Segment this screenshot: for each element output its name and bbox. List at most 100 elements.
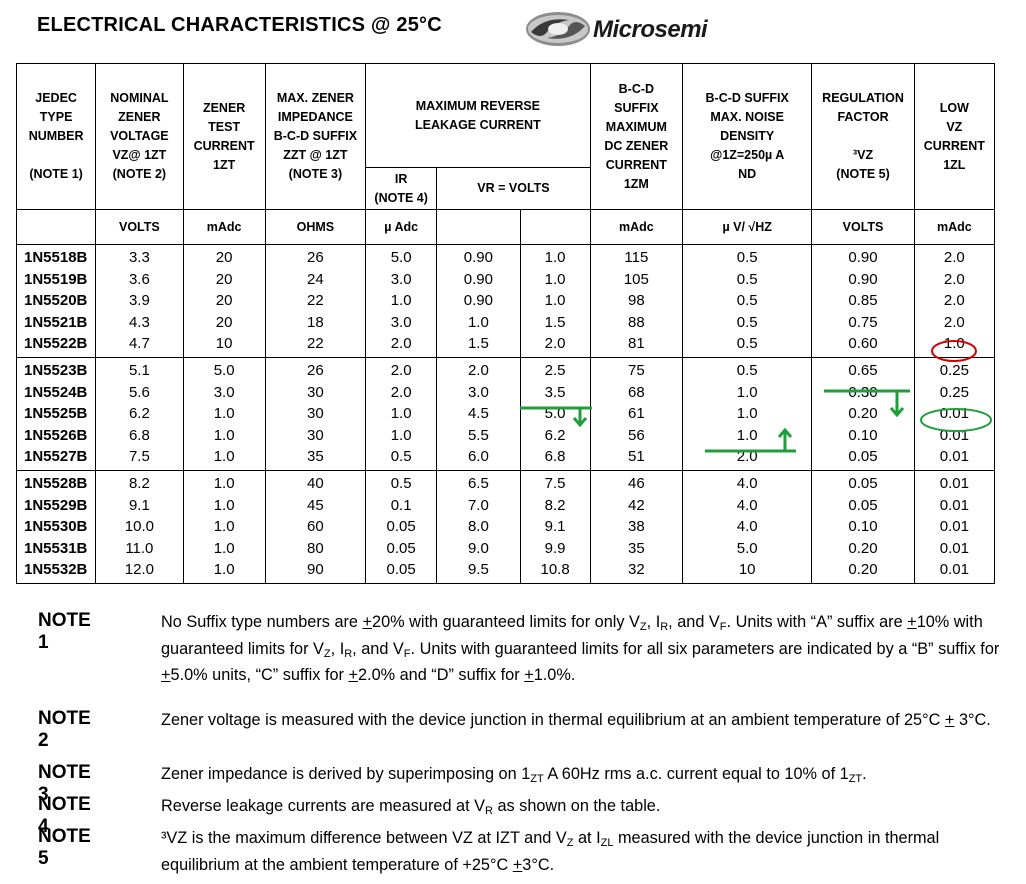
note-text: ³VZ is the maximum difference between VZ… bbox=[161, 829, 940, 874]
cell-value: 30 bbox=[307, 405, 324, 423]
cell-value: 3.6 bbox=[128, 270, 150, 288]
cell-value: 2.0 bbox=[736, 448, 758, 466]
cell-value: 3.0 bbox=[390, 270, 412, 288]
header-line: CURRENT bbox=[923, 138, 985, 153]
cell-value: 8.2 bbox=[128, 474, 150, 492]
cell-value: 5.0 bbox=[736, 539, 758, 557]
cell-value: 26 bbox=[307, 249, 324, 266]
header-jedec: JEDEC TYPE NUMBER (NOTE 1) bbox=[15, 63, 97, 210]
part-number: 1N5519B bbox=[24, 270, 88, 288]
cell-value: 80 bbox=[307, 539, 324, 557]
cell-value: 1.0 bbox=[943, 335, 965, 353]
cell-value: 9.5 bbox=[467, 561, 489, 579]
header-line: 1ZT bbox=[213, 157, 236, 172]
cell-value: 0.90 bbox=[848, 270, 878, 288]
cell-value: 1.0 bbox=[213, 448, 235, 466]
cell-value: 1.0 bbox=[213, 518, 235, 536]
value-cell: 5.1 5.6 6.2 6.8 7.5 bbox=[95, 356, 184, 471]
header-line: VOLTAGE bbox=[110, 129, 169, 143]
cell-value: 0.01 bbox=[939, 539, 969, 557]
header-line: DENSITY bbox=[720, 129, 775, 143]
value-cell: 0.5 0.5 0.5 0.5 0.5 bbox=[681, 244, 813, 358]
cell-value: 0.01 bbox=[939, 496, 969, 514]
cell-value: 20 bbox=[215, 292, 233, 310]
cell-value: 5.5 bbox=[467, 426, 489, 444]
cell-value: 10.8 bbox=[540, 561, 570, 579]
green-arrow-down-vr bbox=[520, 406, 592, 428]
cell-value: 5.0 bbox=[213, 361, 235, 379]
part-number: 1N5526B bbox=[24, 426, 88, 444]
header-line: NOMINAL bbox=[110, 91, 169, 105]
cell-value: 0.01 bbox=[939, 474, 969, 492]
header-line: (NOTE 3) bbox=[288, 167, 343, 181]
unit-cell: mAdc bbox=[589, 209, 683, 245]
value-cell: 115 105 98 88 81 bbox=[589, 244, 683, 358]
cell-value: 0.20 bbox=[848, 561, 878, 579]
cell-value: 1.0 bbox=[736, 426, 758, 444]
cell-value: 81 bbox=[628, 335, 645, 353]
cell-value: 6.8 bbox=[128, 426, 150, 444]
value-cell: 40 45 60 80 90 bbox=[264, 469, 367, 584]
green-circle-annotation bbox=[920, 408, 992, 432]
header-line: VZ@ 1ZT bbox=[112, 148, 167, 162]
note-label: NOTE 1 bbox=[38, 610, 91, 653]
value-cell: 2.0 2.0 1.0 1.0 0.5 bbox=[365, 356, 438, 471]
header-line: MAXIMUM REVERSE bbox=[415, 98, 541, 113]
cell-value: 2.0 bbox=[390, 361, 412, 379]
header-line: ³VZ bbox=[852, 148, 874, 162]
part-number: 1N5524B bbox=[24, 383, 88, 401]
cell-value: 0.01 bbox=[939, 448, 969, 466]
header-line: FACTOR bbox=[837, 110, 889, 124]
value-cell: 5.0 3.0 1.0 1.0 1.0 bbox=[182, 356, 266, 471]
cell-value: 2.5 bbox=[544, 361, 566, 379]
cell-value: 10.0 bbox=[124, 518, 154, 536]
cell-value: 2.0 bbox=[544, 335, 566, 353]
cell-value: 3.5 bbox=[544, 383, 566, 401]
cell-value: 60 bbox=[307, 518, 324, 536]
cell-value: 0.05 bbox=[386, 518, 416, 536]
header-line: CURRENT bbox=[605, 157, 667, 172]
value-cell: 0.5 0.1 0.05 0.05 0.05 bbox=[365, 469, 438, 584]
cell-value: 105 bbox=[623, 270, 649, 288]
cell-value: 7.0 bbox=[467, 496, 489, 514]
value-cell: 4.0 4.0 4.0 5.0 10 bbox=[681, 469, 813, 584]
part-number: 1N5531B bbox=[24, 539, 88, 557]
cell-value: 1.0 bbox=[213, 561, 235, 579]
table-row-group: 1N5518B 1N5519B 1N5520B 1N5521B 1N5522B 3.3 3.… bbox=[15, 244, 996, 358]
header-low-vz-current: LOW VZ CURRENT 1ZL bbox=[913, 63, 996, 210]
header-line: IR bbox=[394, 171, 408, 186]
cell-value: 20 bbox=[215, 270, 233, 288]
part-number: 1N5521B bbox=[24, 313, 88, 331]
cell-value: 1.0 bbox=[736, 405, 758, 423]
unit-cell bbox=[436, 209, 521, 245]
cell-value: 2.0 bbox=[943, 270, 965, 288]
cell-value: 38 bbox=[628, 518, 645, 536]
header-line: (NOTE 5) bbox=[836, 167, 890, 181]
cell-value: 30 bbox=[307, 383, 324, 401]
value-cell: 0.01 0.01 0.01 0.01 0.01 bbox=[913, 469, 996, 584]
cell-value: 11.0 bbox=[125, 539, 154, 557]
cell-value: 0.05 bbox=[848, 474, 878, 492]
microsemi-logo-icon bbox=[526, 12, 590, 46]
cell-value: 98 bbox=[628, 292, 645, 310]
header-line: IMPEDANCE bbox=[277, 110, 353, 124]
value-cell: 3.3 3.6 3.9 4.3 4.7 bbox=[95, 244, 184, 358]
value-cell: 0.05 0.05 0.10 0.20 0.20 bbox=[811, 469, 915, 584]
cell-value: 0.5 bbox=[736, 335, 758, 353]
cell-value: 0.01 bbox=[939, 518, 969, 536]
cell-value: 0.90 bbox=[463, 270, 493, 288]
cell-value: 9.0 bbox=[467, 539, 489, 557]
cell-value: 26 bbox=[307, 361, 324, 379]
cell-value: 46 bbox=[628, 474, 645, 492]
header-line: B-C-D bbox=[618, 81, 655, 96]
cell-value: 0.75 bbox=[848, 313, 878, 331]
header-line: CURRENT bbox=[193, 138, 255, 153]
cell-value: 4.5 bbox=[467, 405, 489, 423]
header-line: B-C-D SUFFIX bbox=[705, 91, 789, 105]
cell-value: 7.5 bbox=[128, 448, 150, 466]
cell-value: 88 bbox=[628, 313, 645, 331]
cell-value: 0.01 bbox=[939, 561, 969, 579]
value-cell: 26 24 22 18 22 bbox=[264, 244, 367, 358]
note-label: NOTE 2 bbox=[38, 708, 91, 751]
cell-value: 1.0 bbox=[544, 249, 566, 266]
